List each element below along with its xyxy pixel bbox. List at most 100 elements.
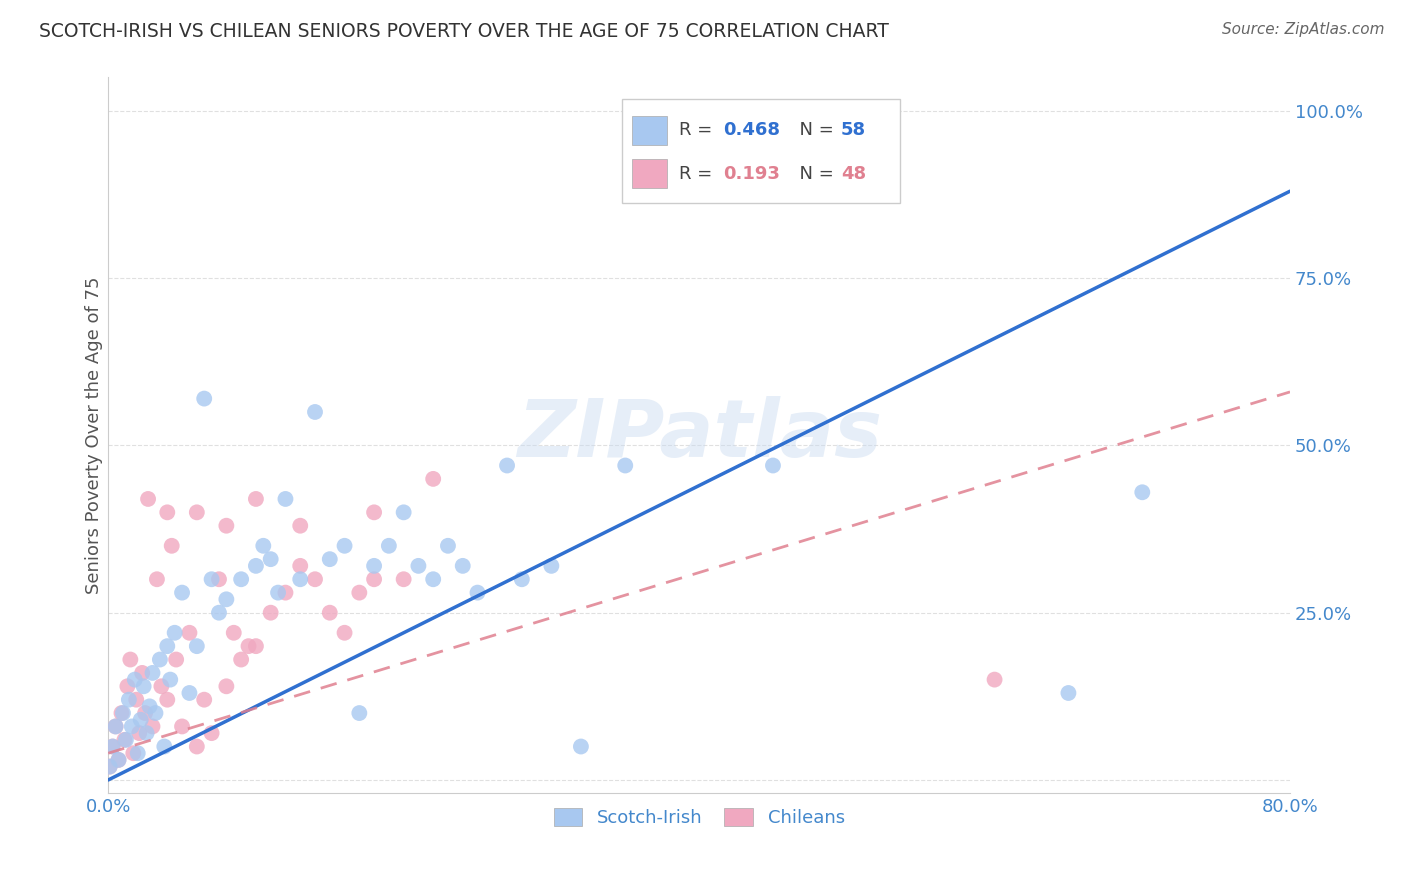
Point xyxy=(274,585,297,599)
Point xyxy=(186,639,208,653)
Text: Source: ZipAtlas.com: Source: ZipAtlas.com xyxy=(1222,22,1385,37)
Point xyxy=(208,572,231,586)
Point xyxy=(134,706,156,720)
Point xyxy=(363,572,385,586)
Point xyxy=(107,753,129,767)
Y-axis label: Seniors Poverty Over the Age of 75: Seniors Poverty Over the Age of 75 xyxy=(86,277,103,594)
Point xyxy=(614,458,637,473)
Point xyxy=(260,606,283,620)
Point xyxy=(104,719,127,733)
Point xyxy=(245,558,267,573)
Point xyxy=(115,732,138,747)
Point xyxy=(150,679,173,693)
Point xyxy=(231,652,253,666)
Point xyxy=(422,572,444,586)
Point xyxy=(156,692,179,706)
Legend: Scotch-Irish, Chileans: Scotch-Irish, Chileans xyxy=(547,801,852,834)
Point xyxy=(124,673,146,687)
Point xyxy=(1057,686,1080,700)
Point xyxy=(179,686,201,700)
Point xyxy=(149,652,172,666)
Point xyxy=(118,692,141,706)
Point xyxy=(200,726,222,740)
Point xyxy=(117,679,139,693)
Point xyxy=(200,572,222,586)
Point xyxy=(267,585,290,599)
Point xyxy=(114,732,136,747)
Point xyxy=(983,673,1005,687)
Point xyxy=(319,552,342,566)
Point xyxy=(215,592,238,607)
Point xyxy=(222,625,245,640)
Point xyxy=(159,673,181,687)
Point xyxy=(186,739,208,754)
Point xyxy=(1130,485,1153,500)
Text: N =: N = xyxy=(787,165,839,183)
Text: ZIPatlas: ZIPatlas xyxy=(516,396,882,475)
Point xyxy=(165,652,187,666)
Point xyxy=(378,539,401,553)
Text: N =: N = xyxy=(787,121,839,139)
Point xyxy=(111,706,134,720)
Text: R =: R = xyxy=(679,121,718,139)
Text: 0.193: 0.193 xyxy=(723,165,779,183)
Point xyxy=(762,458,785,473)
Point xyxy=(98,759,121,773)
Point xyxy=(363,558,385,573)
Point xyxy=(252,539,274,553)
Point xyxy=(540,558,562,573)
Point xyxy=(467,585,489,599)
Point xyxy=(290,518,312,533)
Point xyxy=(319,606,342,620)
Point xyxy=(349,585,371,599)
Point xyxy=(138,699,160,714)
Text: 48: 48 xyxy=(841,165,866,183)
Point xyxy=(392,572,415,586)
Point xyxy=(127,746,149,760)
Point xyxy=(141,665,163,680)
Point xyxy=(208,606,231,620)
Point xyxy=(141,719,163,733)
Point xyxy=(193,392,215,406)
Point xyxy=(333,625,356,640)
Point xyxy=(186,505,208,519)
Point xyxy=(349,706,371,720)
Point xyxy=(153,739,176,754)
Point xyxy=(101,739,124,754)
Point xyxy=(304,405,326,419)
Point xyxy=(274,491,297,506)
Point xyxy=(98,759,121,773)
Point xyxy=(215,679,238,693)
Text: SCOTCH-IRISH VS CHILEAN SENIORS POVERTY OVER THE AGE OF 75 CORRELATION CHART: SCOTCH-IRISH VS CHILEAN SENIORS POVERTY … xyxy=(39,22,889,41)
Point xyxy=(363,505,385,519)
FancyBboxPatch shape xyxy=(631,159,668,188)
Point xyxy=(193,692,215,706)
Point xyxy=(238,639,260,653)
Point xyxy=(245,491,267,506)
Point xyxy=(156,639,179,653)
Point xyxy=(128,726,150,740)
Point xyxy=(673,103,696,118)
Point xyxy=(392,505,415,519)
Point xyxy=(121,719,143,733)
FancyBboxPatch shape xyxy=(623,99,900,202)
Point xyxy=(136,491,159,506)
Point xyxy=(496,458,519,473)
FancyBboxPatch shape xyxy=(631,116,668,145)
Point xyxy=(658,103,681,118)
Point xyxy=(156,505,179,519)
Point xyxy=(170,585,193,599)
Point xyxy=(131,665,153,680)
Point xyxy=(681,103,703,118)
Point xyxy=(422,472,444,486)
Point xyxy=(245,639,267,653)
Point xyxy=(132,679,155,693)
Point xyxy=(333,539,356,553)
Point xyxy=(231,572,253,586)
Point xyxy=(125,692,148,706)
Point xyxy=(510,572,533,586)
Point xyxy=(145,706,167,720)
Point xyxy=(408,558,430,573)
Point xyxy=(160,539,183,553)
Point xyxy=(101,739,124,754)
